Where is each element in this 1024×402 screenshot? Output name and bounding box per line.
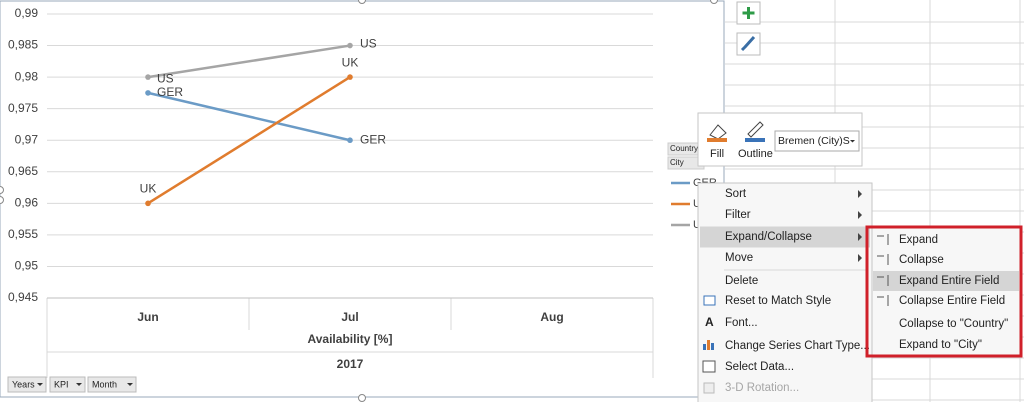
pivot-field-button[interactable] [49,376,86,393]
y-tick-label: 0,95 [15,259,39,273]
legend-field-label: Country [670,144,698,153]
selection-handle[interactable] [358,0,366,4]
y-tick-label: 0,975 [8,101,38,115]
data-point [145,90,151,96]
brush-icon [740,35,756,52]
chart-side-buttons [736,1,761,56]
menu-item[interactable]: Delete [725,275,758,287]
selection-handle[interactable] [710,0,718,4]
data-point [347,74,353,80]
data-label: GER [360,132,386,146]
series-line [147,76,351,205]
data-point [347,42,353,49]
data-label: UK [342,55,359,69]
y-tick-label: 0,955 [8,227,38,241]
outline-color-bar [745,138,765,142]
mini-toolbar: Fill Outline Bremen (City)S [697,112,863,167]
dropdown-arrow [127,383,133,386]
submenu-arrow [858,211,862,219]
y-tick-label: 0,945 [8,290,38,304]
plus-icon [742,7,755,19]
dropdown-arrow [76,383,82,386]
pivot-field-button[interactable] [7,376,47,393]
x-tick-label: Aug [540,310,563,324]
submenu-item[interactable]: Expand [899,234,938,246]
submenu-item[interactable]: Collapse Entire Field [899,295,1005,307]
selection-handle[interactable] [0,196,4,204]
rotation-icon [703,382,715,394]
menu-item[interactable]: Change Series Chart Type... [725,340,870,352]
data-label: US [157,71,174,85]
series-line [147,44,351,79]
y-tick-label: 0,97 [15,132,39,146]
pivot-field-label: Month [92,379,117,389]
x-group-label: 2017 [337,357,364,371]
selection-handle[interactable] [0,186,4,194]
reset-icon [703,295,716,306]
x-tick-label: Jul [341,310,358,324]
dropdown-arrow [850,140,855,143]
chart-type-icon [711,343,714,350]
selection-handle[interactable] [358,394,366,402]
data-label: GER [157,85,183,99]
data-label: UK [140,182,157,196]
submenu-arrow [858,233,862,241]
menu-item[interactable]: Expand/Collapse [725,231,812,243]
submenu-arrow [858,190,862,198]
menu-item[interactable]: 3-D Rotation... [725,382,799,394]
chart-type-icon [707,340,710,350]
y-tick-label: 0,985 [8,38,38,52]
pivot-field-label: Years [12,379,35,389]
menu-highlight [700,226,870,248]
fill-label[interactable]: Fill [710,148,724,160]
x-tick-label: Jun [137,310,158,324]
menu-frame [697,182,873,402]
data-label: US [360,37,377,51]
chart: 0,945 0,95 0,955 0,96 0,965 0,97 0,975 0,98 0,98… [0,0,718,402]
dropdown-arrow [37,383,43,386]
menu-highlight [873,271,1019,291]
menu-item[interactable]: Sort [725,188,747,200]
submenu-item[interactable]: Expand to "City" [899,339,982,351]
menu-item[interactable]: Move [725,252,753,264]
chart-area[interactable] [0,0,725,398]
legend-field-label: City [670,158,684,167]
y-tick-label: 0,96 [15,196,39,210]
highlight-box [865,225,1023,358]
outline-icon [747,121,764,138]
y-tick-label: 0,98 [15,69,39,83]
chart-type-icon [703,344,706,350]
data-point [145,74,151,80]
menu-item[interactable]: Font... [725,317,758,329]
context-menu: Sort Filter Expand/Collapse Move Delete Reset… [697,182,1023,402]
menu-item[interactable]: Select Data... [725,361,794,373]
submenu-item[interactable]: Collapse [899,254,944,266]
x-axis-title: Availability [%] [308,332,393,346]
data-point [145,200,151,207]
y-tick-label: 0,965 [8,164,38,178]
pivot-field-label: KPI [54,379,69,389]
fill-color-bar [707,138,727,142]
menu-item[interactable]: Filter [725,209,751,221]
submenu-item[interactable]: Expand Entire Field [899,275,999,287]
submenu-item[interactable]: Collapse to "Country" [899,318,1008,330]
series-dropdown-label: Bremen (City)S [778,135,850,147]
select-data-icon [702,360,716,373]
y-tick-label: 0,99 [15,6,39,20]
data-point [347,137,353,144]
series-dropdown[interactable] [774,130,860,152]
fill-icon [709,124,727,140]
pivot-field-button[interactable] [87,376,137,393]
submenu-arrow [858,254,862,262]
series-line [147,91,351,142]
menu-item[interactable]: Reset to Match Style [725,295,831,307]
outline-label[interactable]: Outline [738,148,773,160]
font-icon: A [705,315,714,329]
submenu-frame [871,227,1021,357]
